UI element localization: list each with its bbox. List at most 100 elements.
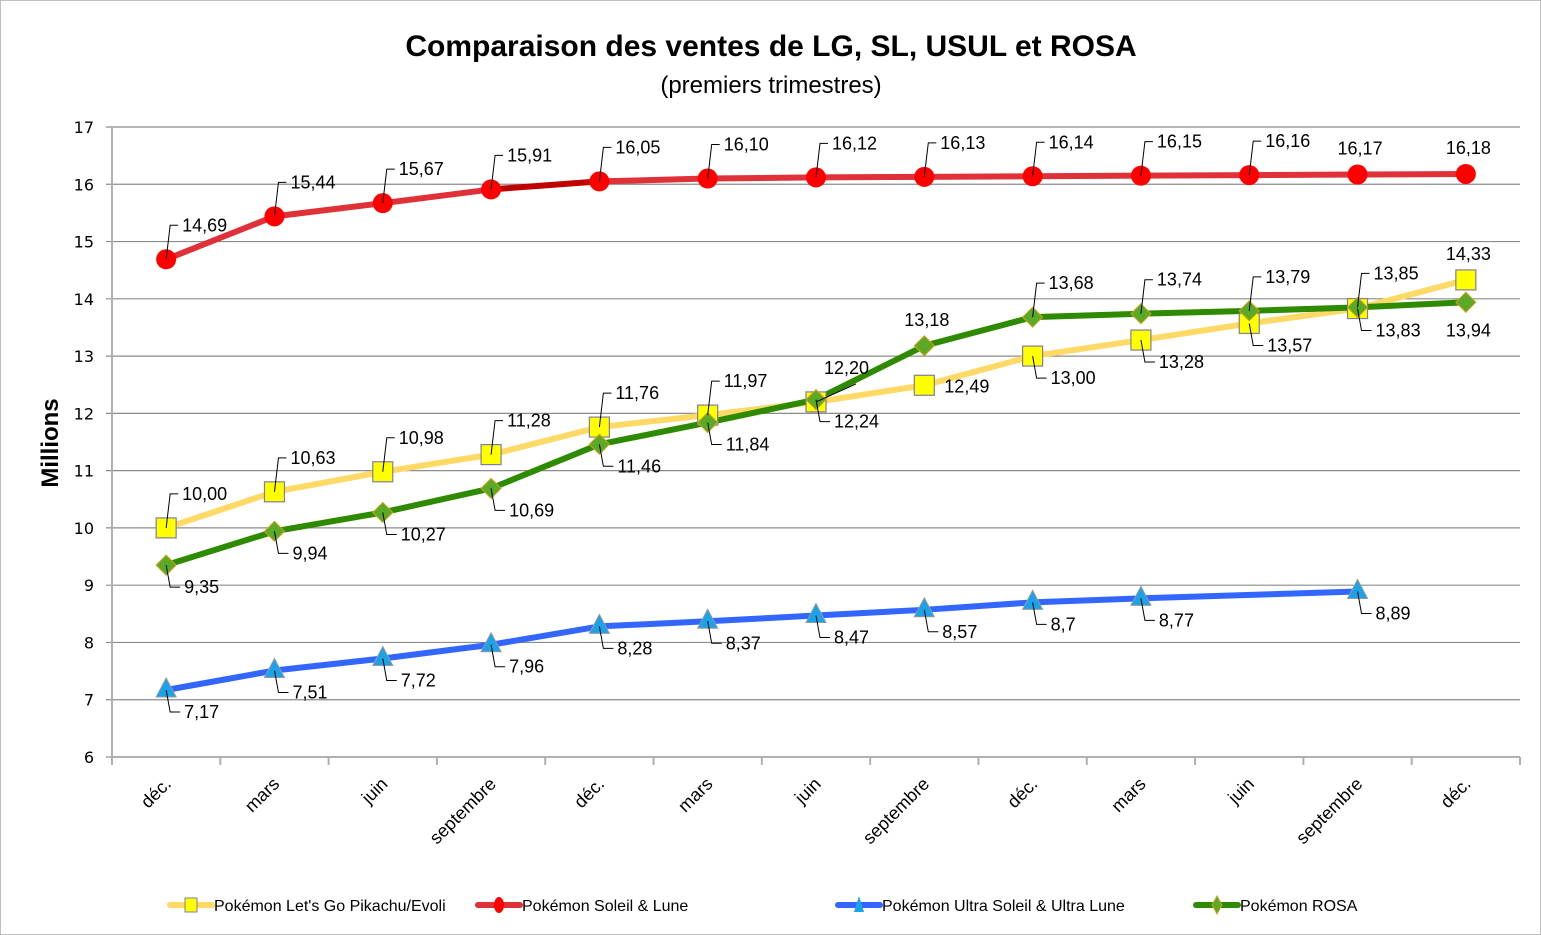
- series-line-segment: [813, 342, 928, 403]
- series-line-segment: [596, 419, 711, 448]
- series-line-segment: [1246, 171, 1361, 179]
- series-line-segment: [1029, 310, 1144, 321]
- x-tick-label: juin: [1223, 774, 1258, 809]
- x-tick-label: mars: [674, 774, 716, 816]
- series-line-segment: [704, 174, 819, 182]
- leader-line: [1140, 279, 1153, 314]
- data-label: 16,15: [1157, 132, 1202, 152]
- marker-triangle: [263, 657, 286, 679]
- data-label: 12,24: [834, 412, 879, 432]
- data-label: 13,94: [1446, 320, 1491, 340]
- leader-line: [815, 399, 830, 423]
- axes: [111, 127, 1521, 765]
- marker-triangle: [371, 645, 394, 666]
- data-label: 8,37: [726, 633, 761, 653]
- leader-line: [707, 422, 722, 446]
- chart-subtitle: (premiers trimestres): [660, 72, 881, 99]
- legend-marker-square: [184, 897, 198, 913]
- series-line-segment: [488, 441, 603, 492]
- x-tick-label: septembre: [859, 774, 933, 848]
- leader-line: [598, 392, 612, 428]
- data-label: 8,57: [942, 622, 977, 642]
- series-line-segment: [163, 667, 278, 693]
- marker-triangle: [913, 596, 936, 618]
- marker-diamond: [1455, 291, 1477, 313]
- x-tick-label: juin: [790, 774, 825, 809]
- leader-line: [382, 658, 397, 681]
- leader-line: [815, 142, 828, 178]
- marker-triangle: [1130, 585, 1152, 606]
- leader-line: [598, 444, 614, 467]
- series-line-segment: [1246, 305, 1361, 327]
- x-tick-label: mars: [1107, 774, 1149, 816]
- series-line-segment: [813, 606, 928, 619]
- leader-line: [165, 689, 181, 713]
- legend-entry-label: Pokémon ROSA: [1240, 898, 1358, 915]
- marker-triangle: [1021, 589, 1044, 610]
- legend: Pokémon Let's Go Pikachu/Evoli Pokémon So…: [167, 894, 1358, 916]
- series-line-segment: [271, 468, 386, 495]
- marker-square: [1455, 269, 1477, 291]
- data-label: 10,98: [399, 428, 444, 448]
- data-label: 10,69: [509, 500, 554, 520]
- data-label: 13,57: [1267, 335, 1312, 355]
- leader-line: [1032, 141, 1045, 177]
- y-tick-label: 8: [84, 633, 94, 652]
- leader-line: [1248, 276, 1262, 311]
- series-lines: [163, 170, 1469, 693]
- leader-line: [273, 670, 289, 694]
- series-line-segment: [488, 424, 603, 458]
- series-line-segment: [1246, 304, 1361, 314]
- y-tick-label: 9: [84, 576, 94, 595]
- data-label: 12,49: [944, 376, 989, 396]
- series-line-segment: [1354, 299, 1469, 311]
- y-tick-label: 6: [84, 748, 94, 767]
- data-label: 16,18: [1446, 138, 1491, 158]
- legend-entry-label: Pokémon Ultra Soleil & Ultra Lune: [882, 898, 1125, 915]
- data-label: 7,17: [184, 702, 219, 722]
- marker-triangle: [696, 608, 719, 629]
- leader-line: [1140, 598, 1155, 621]
- leader-line: [1357, 272, 1370, 308]
- y-tick-label: 15: [74, 233, 94, 252]
- leader-line: [1032, 602, 1047, 625]
- series-line-segment: [596, 618, 711, 630]
- marker-triangle: [805, 602, 827, 624]
- leader-line: [490, 154, 504, 190]
- data-label: 15,67: [399, 159, 444, 179]
- data-label: 9,94: [292, 543, 327, 563]
- data-label: 9,35: [184, 577, 219, 597]
- y-axis-label: Millions: [37, 398, 64, 487]
- data-label: 13,79: [1265, 267, 1310, 287]
- data-label: 8,77: [1159, 610, 1194, 630]
- leader-line: [273, 531, 289, 554]
- series-line-segment: [921, 353, 1036, 389]
- series-line-segment: [163, 528, 278, 569]
- leader-line: [273, 457, 287, 492]
- series-line-segment: [379, 451, 495, 475]
- leader-line: [1032, 356, 1047, 379]
- y-tick-label: 16: [74, 175, 94, 194]
- data-label: 16,17: [1338, 139, 1383, 159]
- leader-line: [165, 565, 181, 588]
- data-label: 14,69: [182, 215, 227, 235]
- data-label: 8,47: [834, 628, 869, 648]
- series-line-segment: [1137, 588, 1361, 602]
- gridlines: [106, 126, 1520, 758]
- series-line-segment: [1137, 307, 1253, 317]
- marker-square: [913, 374, 935, 396]
- y-axis-ticks: 6 7 8 9 10 11 12 13 14 15 16 17: [74, 118, 94, 767]
- y-tick-label: 12: [74, 404, 94, 423]
- series-line-segment: [921, 314, 1036, 349]
- marker-triangle: [1346, 578, 1369, 599]
- data-label: 8,7: [1051, 614, 1076, 634]
- data-label: 14,33: [1446, 244, 1491, 264]
- series-line-segment: [271, 655, 386, 674]
- data-label: 7,51: [292, 683, 327, 703]
- marker-diamond: [913, 335, 936, 357]
- leader-line: [815, 615, 830, 639]
- series-line-segment: [813, 173, 928, 181]
- marker-triangle: [588, 613, 611, 634]
- series-line-segment: [488, 178, 603, 193]
- leader-line: [490, 644, 506, 668]
